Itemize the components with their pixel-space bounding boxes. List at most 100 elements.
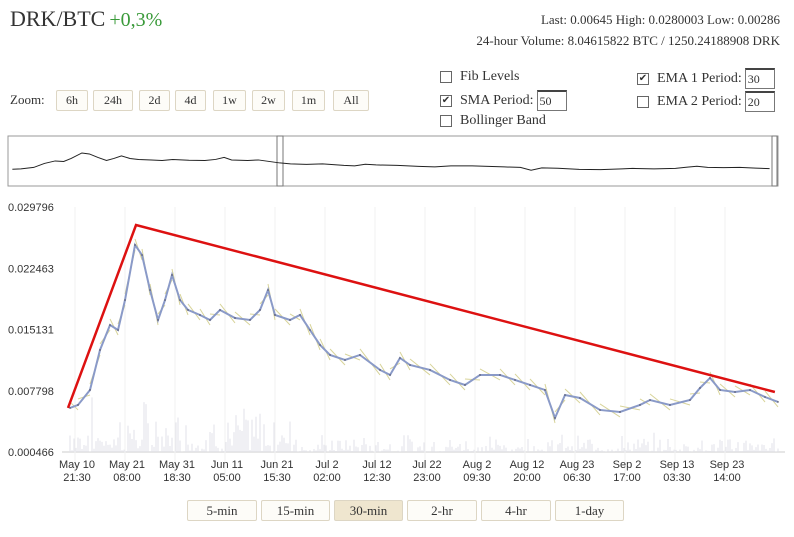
fib-levels-option[interactable]: Fib Levels: [440, 69, 520, 85]
stats-line-1: Last: 0.00645 High: 0.0280003 Low: 0.002…: [540, 12, 780, 27]
x-tick-time: 23:00: [413, 472, 441, 484]
price-point: [289, 319, 291, 321]
zoom-2w-button[interactable]: 2w: [252, 90, 285, 111]
price-point: [734, 391, 736, 393]
price-point: [689, 399, 691, 401]
price-point: [109, 324, 111, 326]
price-point: [124, 299, 126, 301]
ema2-label: EMA 2 Period:: [657, 93, 742, 109]
range-1-day-button[interactable]: 1-day: [555, 500, 624, 521]
price-point: [149, 289, 151, 291]
zoom-1w-button[interactable]: 1w: [213, 90, 246, 111]
price-point: [639, 404, 641, 406]
range-2-hr-button[interactable]: 2-hr: [407, 500, 477, 521]
x-tick-label: Jul 2: [315, 459, 338, 471]
ema1-option[interactable]: ✔ EMA 1 Period: 30: [637, 68, 775, 89]
x-tick-label: Jul 22: [412, 459, 441, 471]
price-line: [69, 242, 779, 421]
price-point: [274, 314, 276, 316]
price-point: [179, 299, 181, 301]
x-tick-time: 14:00: [713, 472, 741, 484]
x-tick-time: 02:00: [313, 472, 341, 484]
price-point: [329, 354, 331, 356]
price-point: [69, 407, 71, 409]
price-point: [479, 374, 481, 376]
price-point: [379, 369, 381, 371]
x-tick-label: Sep 13: [660, 459, 695, 471]
x-tick-time: 20:00: [513, 472, 541, 484]
price-point: [234, 317, 236, 319]
x-tick-time: 18:30: [163, 472, 191, 484]
bollinger-option[interactable]: Bollinger Band: [440, 113, 546, 129]
zoom-all-button[interactable]: All: [333, 90, 369, 111]
price-point: [199, 314, 201, 316]
fib-label: Fib Levels: [460, 69, 520, 84]
price-point: [564, 394, 566, 396]
price-point: [649, 399, 651, 401]
zoom-1m-button[interactable]: 1m: [292, 90, 325, 111]
price-point: [579, 397, 581, 399]
navigator[interactable]: [7, 135, 779, 187]
price-point: [267, 289, 269, 291]
price-point: [449, 379, 451, 381]
sma-option[interactable]: ✔ SMA Period: 50: [440, 90, 567, 111]
price-point: [77, 404, 79, 406]
bollinger-checkbox[interactable]: [440, 115, 452, 127]
zoom-4d-button[interactable]: 4d: [175, 90, 206, 111]
range-15-min-button[interactable]: 15-min: [261, 500, 330, 521]
zoom-24h-button[interactable]: 24h: [93, 90, 133, 111]
bollinger-label: Bollinger Band: [460, 113, 546, 128]
ema2-period-input[interactable]: 20: [744, 91, 775, 112]
price-point: [749, 389, 751, 391]
y-tick-label: 0.015131: [8, 325, 54, 337]
navigator-handle-left[interactable]: [276, 135, 284, 187]
price-point: [409, 364, 411, 366]
zoom-2d-button[interactable]: 2d: [139, 90, 170, 111]
zoom-label: Zoom:: [10, 92, 45, 107]
ema1-period-input[interactable]: 30: [744, 68, 775, 89]
price-point: [399, 357, 401, 359]
ema2-checkbox[interactable]: [637, 95, 649, 108]
price-point: [777, 401, 779, 403]
price-point: [544, 389, 546, 391]
y-tick-label: 0.007798: [8, 386, 54, 398]
sma-period-input[interactable]: 50: [536, 90, 567, 111]
price-point: [429, 369, 431, 371]
price-point: [219, 309, 221, 311]
pair-title: DRK/BTC +0,3%: [10, 6, 162, 32]
x-tick-time: 09:30: [463, 472, 491, 484]
price-point: [134, 244, 136, 246]
price-point: [319, 344, 321, 346]
range-4-hr-button[interactable]: 4-hr: [481, 500, 551, 521]
price-point: [157, 319, 159, 321]
price-point: [117, 329, 119, 331]
ema2-option[interactable]: EMA 2 Period: 20: [637, 91, 775, 112]
price-point: [464, 384, 466, 386]
y-tick-label: 0.029796: [8, 202, 54, 214]
sma-label: SMA Period:: [460, 92, 534, 108]
stats-line-2: 24-hour Volume: 8.04615822 BTC / 1250.24…: [476, 33, 780, 48]
price-point: [99, 349, 101, 351]
y-tick-label: 0.022463: [8, 263, 54, 275]
range-30-min-button[interactable]: 30-min: [334, 500, 403, 521]
sma-checkbox[interactable]: ✔: [440, 94, 452, 107]
x-tick-time: 17:00: [613, 472, 641, 484]
price-point: [299, 314, 301, 316]
price-change: +0,3%: [109, 9, 163, 31]
x-tick-label: Jun 21: [260, 459, 293, 471]
x-tick-label: Aug 12: [510, 459, 545, 471]
fib-checkbox[interactable]: [440, 71, 452, 83]
price-point: [164, 299, 166, 301]
price-point: [309, 329, 311, 331]
x-tick-time: 03:30: [663, 472, 691, 484]
price-point: [599, 409, 601, 411]
price-point: [209, 319, 211, 321]
ema1-checkbox[interactable]: ✔: [637, 72, 649, 85]
x-tick-label: May 31: [159, 459, 195, 471]
zoom-6h-button[interactable]: 6h: [56, 90, 88, 111]
range-5-min-button[interactable]: 5-min: [187, 500, 257, 521]
price-point: [529, 384, 531, 386]
price-point: [709, 377, 711, 379]
price-point: [764, 396, 766, 398]
navigator-handle-right[interactable]: [771, 135, 778, 187]
